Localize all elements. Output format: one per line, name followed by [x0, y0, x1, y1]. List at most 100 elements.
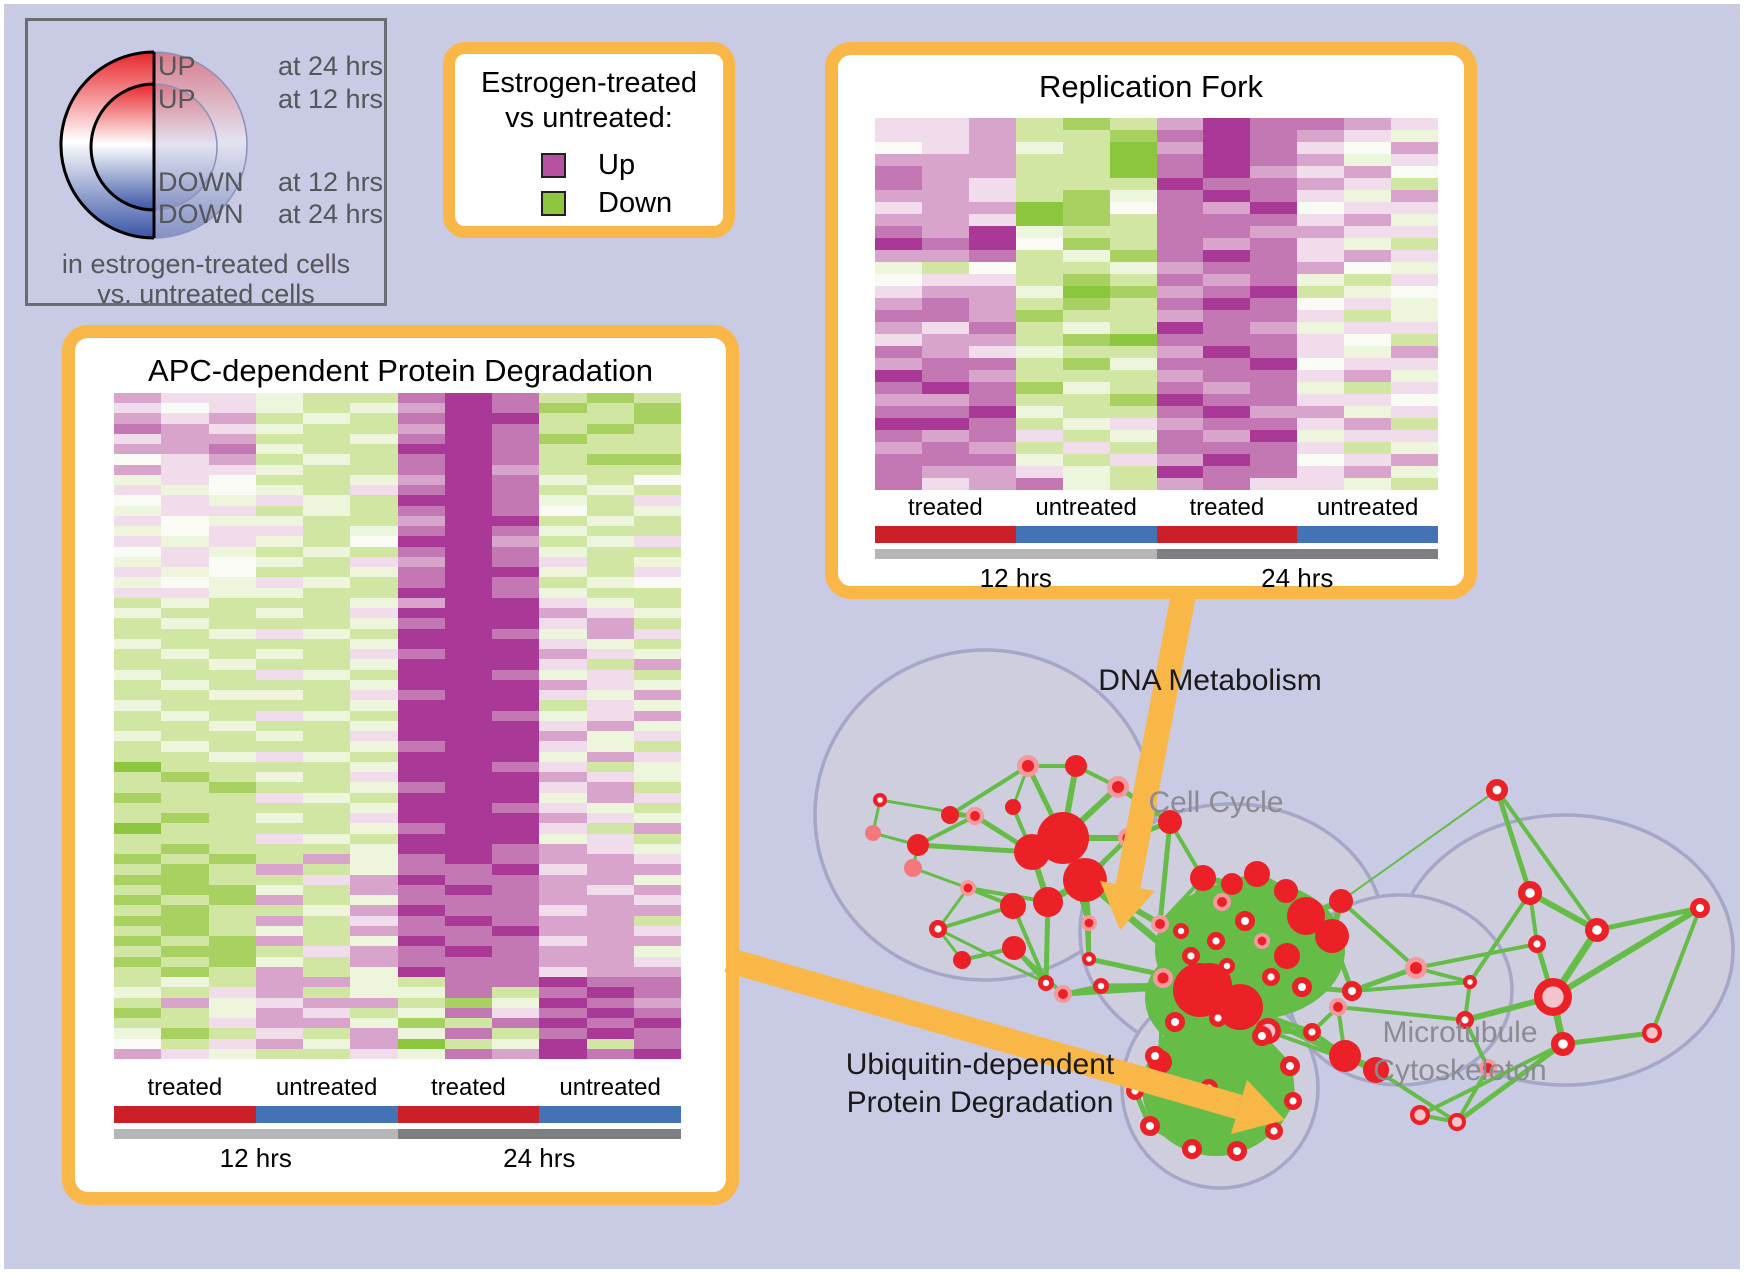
heatmap-cell [161, 567, 209, 578]
heatmap-cell [921, 298, 969, 310]
heatmap-cell [350, 741, 398, 752]
heatmap-cell [161, 577, 209, 588]
heatmap-cell [1250, 178, 1298, 190]
heatmap-cell [161, 495, 209, 506]
legend-title-line2: vs untreated: [505, 102, 673, 134]
heatmap-cell [1297, 358, 1345, 370]
heatmap-cell [1391, 118, 1438, 130]
heatmap-cell [586, 843, 634, 854]
heatmap-cell [114, 608, 162, 619]
heatmap-cell [161, 505, 209, 516]
heatmap-cell [161, 895, 209, 906]
heatmap-cell [208, 854, 256, 865]
heatmap-cell [492, 854, 540, 865]
heatmap-cell [1109, 370, 1157, 382]
heatmap-cell [114, 782, 162, 793]
heatmap-cell [1344, 286, 1392, 298]
heatmap-cell [397, 710, 445, 721]
heatmap-cell [161, 813, 209, 824]
heatmap-cell [921, 142, 969, 154]
heatmap-cell [586, 997, 634, 1008]
heatmap-cell [208, 546, 256, 557]
heatmap-cell [350, 997, 398, 1008]
heatmap-cell [444, 823, 492, 834]
heatmap-cell [114, 884, 162, 895]
heatmap-cell [444, 587, 492, 598]
heatmap-cell [397, 1048, 445, 1059]
heatmap-cell [397, 792, 445, 803]
fold-time-label: at 12 hrs [278, 167, 384, 197]
heatmap-cell [303, 720, 351, 731]
heatmap-cell [1062, 118, 1110, 130]
heatmap-cell [350, 618, 398, 629]
heatmap-cell [208, 1038, 256, 1049]
heatmap-cell [303, 495, 351, 506]
heatmap-cell [586, 946, 634, 957]
heatmap-cell [161, 915, 209, 926]
heatmap-cell [492, 700, 540, 711]
heatmap-cell [921, 190, 969, 202]
heatmap-cell [1015, 310, 1063, 322]
heatmap-cell [633, 884, 681, 895]
heatmap-cell [114, 515, 162, 527]
heatmap-cell [633, 587, 681, 598]
heatmap-cell [350, 1018, 398, 1029]
heatmap-cell [539, 515, 587, 527]
heatmap-cell [350, 464, 398, 475]
legend-item: Up [541, 146, 672, 184]
heatmap-cell [161, 854, 209, 865]
apc-condition-bar [114, 1106, 681, 1123]
heatmap-cell [208, 710, 256, 721]
legend-item: Down [541, 184, 672, 222]
heatmap-cell [350, 587, 398, 598]
heatmap-cell [1203, 250, 1251, 262]
heatmap-cell [875, 118, 922, 130]
heatmap-cell [208, 720, 256, 731]
heatmap-cell [444, 423, 492, 434]
heatmap-cell [1391, 226, 1438, 238]
group-label: untreated [559, 1074, 661, 1101]
heatmap-cell [114, 669, 162, 680]
heatmap-cell [444, 444, 492, 455]
heatmap-cell [255, 546, 303, 557]
heatmap-cell [1344, 274, 1392, 286]
heatmap-cell [1062, 178, 1110, 190]
heatmap-cell [444, 505, 492, 516]
heatmap-cell [1156, 298, 1204, 310]
heatmap-cell [1015, 478, 1063, 490]
heatmap-cell [539, 1018, 587, 1029]
heatmap-cell [303, 567, 351, 578]
heatmap-cell [539, 464, 587, 475]
heatmap-cell [633, 567, 681, 578]
heatmap-cell [921, 358, 969, 370]
heatmap-cell [350, 577, 398, 588]
heatmap-cell [114, 1048, 162, 1059]
heatmap-cell [444, 987, 492, 998]
heatmap-cell [444, 936, 492, 947]
heatmap-cell [586, 710, 634, 721]
heatmap-cell [492, 403, 540, 414]
heatmap-cell [1344, 442, 1392, 454]
heatmap-cell [633, 454, 681, 465]
heatmap-cell [586, 454, 634, 465]
heatmap-cell [161, 587, 209, 598]
heatmap-cell [1156, 466, 1204, 478]
heatmap-cell [586, 638, 634, 649]
heatmap-cell [1015, 370, 1063, 382]
heatmap-cell [492, 608, 540, 619]
heatmap-cell [350, 905, 398, 916]
heatmap-cell [921, 262, 969, 274]
heatmap-cell [921, 406, 969, 418]
heatmap-cell [1297, 166, 1345, 178]
heatmap-cell [1344, 154, 1392, 166]
heatmap-cell [539, 936, 587, 947]
heatmap-cell [303, 659, 351, 670]
heatmap-cell [633, 782, 681, 793]
heatmap-cell [968, 274, 1016, 286]
heatmap-cell [968, 430, 1016, 442]
heatmap-cell [397, 485, 445, 496]
heatmap-cell [539, 884, 587, 895]
heatmap-cell [1015, 346, 1063, 358]
heatmap-cell [444, 966, 492, 977]
heatmap-cell [161, 884, 209, 895]
